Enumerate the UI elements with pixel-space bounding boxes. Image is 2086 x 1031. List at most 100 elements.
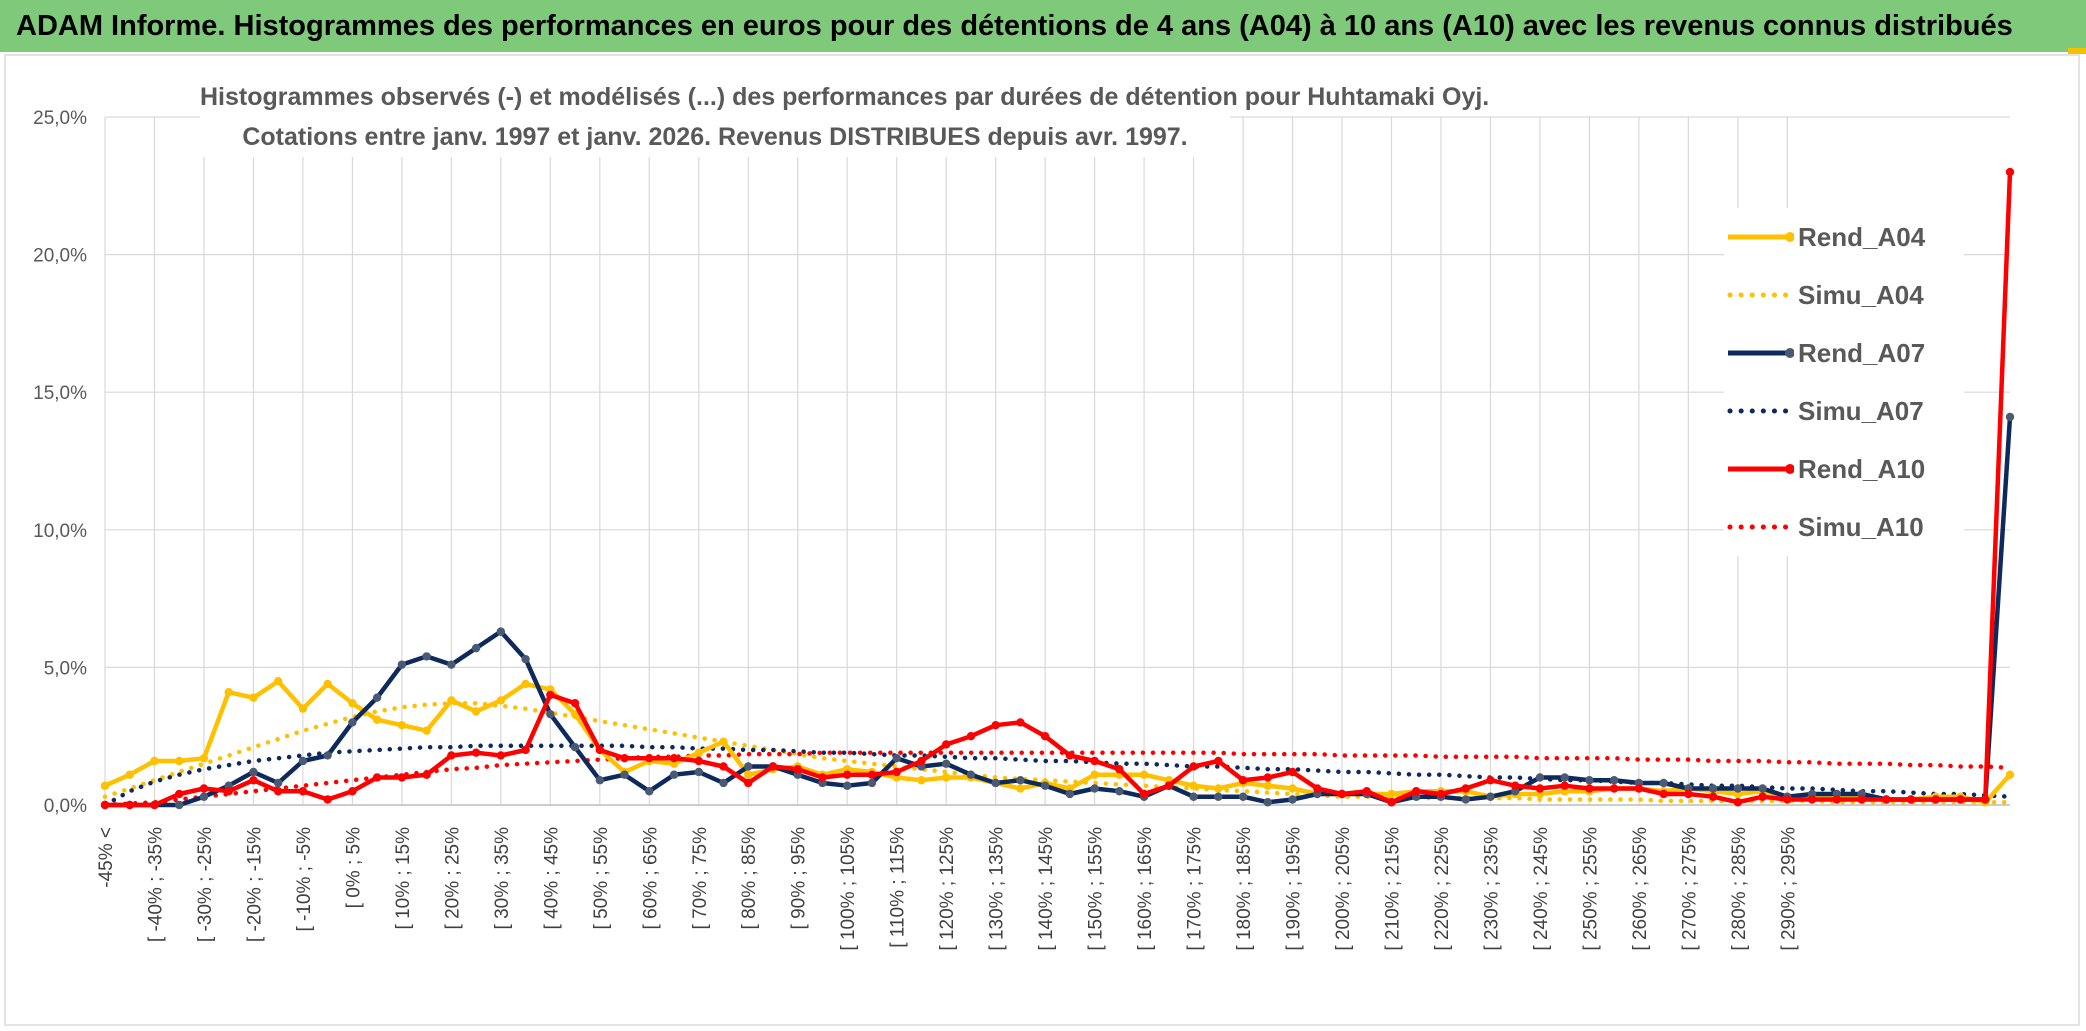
data-point-Rend_A07 [645,787,654,796]
data-point-Rend_A10 [645,754,654,763]
data-point-Rend_A07 [422,652,431,661]
data-point-Rend_A10 [1832,795,1842,804]
x-tick-label: [ 130% ; 135% [987,827,1008,951]
data-point-Rend_A10 [1065,751,1075,760]
data-point-Rend_A07 [719,778,728,788]
data-point-Rend_A10 [941,740,951,749]
x-tick-label: [ 80% ; 85% [739,827,760,930]
x-tick-label: [ 190% ; 195% [1284,827,1305,951]
data-point-Rend_A07 [1708,784,1718,793]
y-tick-label: 0,0% [44,796,87,817]
data-point-Rend_A10 [1189,762,1198,771]
legend-item-Simu_A07: Simu_A07 [1724,382,1964,440]
data-point-Rend_A07 [447,660,456,669]
report-title: ADAM Informe. Histogrammes des performan… [16,9,2013,42]
data-point-Rend_A10 [1486,776,1495,785]
data-point-Rend_A10 [1510,781,1520,790]
data-point-Rend_A10 [1783,795,1792,804]
data-point-Rend_A10 [1684,789,1693,799]
legend-label: Rend_A04 [1798,221,1926,252]
data-point-Rend_A07 [1486,792,1495,801]
x-tick-label: [ 120% ; 125% [937,827,958,951]
data-point-Rend_A04 [447,696,456,705]
data-point-Rend_A10 [1436,789,1446,799]
data-point-Rend_A07 [1263,798,1272,807]
data-point-Rend_A07 [1659,778,1668,788]
data-point-Rend_A07 [1238,792,1248,801]
data-point-Rend_A07 [941,759,951,768]
data-point-Rend_A07 [966,770,976,779]
y-tick-label: 10,0% [33,521,87,542]
data-point-Rend_A04 [1016,784,1025,793]
x-tick-label: [ 140% ; 145% [1036,827,1057,951]
data-point-Rend_A07 [1090,784,1099,793]
data-point-Rend_A07 [669,770,679,779]
x-tick-label: [ 20% ; 25% [442,827,463,930]
data-point-Rend_A04 [100,781,110,790]
x-tick-label: [ 100% ; 105% [838,827,859,951]
legend-label: Rend_A10 [1798,453,1926,484]
data-point-Rend_A04 [496,696,506,705]
data-point-Rend_A07 [1461,795,1470,804]
x-tick-label: [ 290% ; 295% [1778,827,1799,951]
data-point-Rend_A04 [471,707,481,716]
data-point-Rend_A10 [917,756,926,766]
data-point-Rend_A10 [1313,784,1322,793]
legend-label: Rend_A07 [1798,337,1926,368]
data-point-Rend_A10 [1758,792,1767,801]
data-point-Rend_A10 [595,745,605,755]
data-point-Rend_A10 [298,787,308,796]
data-point-Rend_A04 [2005,770,2015,779]
x-tick-label: [ 260% ; 265% [1630,827,1651,951]
legend-symbol [1727,524,1793,530]
data-point-Rend_A10 [1412,787,1421,796]
data-point-Rend_A10 [1164,781,1174,790]
x-tick-label: [ 180% ; 185% [1234,827,1255,951]
data-point-Rend_A10 [1263,773,1272,782]
chart-title-line1: Histogrammes observés (-) et modélisés (… [200,77,1489,117]
data-point-Rend_A07 [298,756,308,766]
data-point-Rend_A10 [273,787,283,796]
data-point-Rend_A07 [1733,784,1743,793]
data-point-Rend_A10 [1585,784,1594,793]
data-point-Rend_A10 [818,773,827,782]
data-point-Rend_A10 [744,778,753,788]
data-point-Rend_A10 [1956,795,1965,804]
data-point-Rend_A10 [1708,792,1718,801]
data-point-Rend_A10 [719,762,728,771]
legend-item-Rend_A04: Rend_A04 [1724,208,1964,266]
data-point-Rend_A04 [694,748,703,757]
data-point-Rend_A10 [1387,798,1396,807]
x-tick-label: [ 30% ; 35% [492,827,513,930]
y-tick-label: 20,0% [33,246,87,267]
legend-item-Rend_A07: Rend_A07 [1724,324,1964,382]
data-point-Rend_A07 [1040,781,1050,790]
data-point-Rend_A07 [1585,776,1594,785]
data-point-Rend_A07 [1016,776,1025,785]
data-point-Rend_A07 [1560,773,1569,782]
data-point-Rend_A04 [224,687,233,697]
legend-item-Rend_A10: Rend_A10 [1724,440,1964,498]
data-point-Rend_A04 [719,737,728,746]
data-point-Rend_A10 [694,756,703,766]
data-point-Rend_A10 [348,787,357,796]
data-point-Rend_A10 [1115,765,1124,774]
y-tick-label: 25,0% [33,108,87,129]
data-point-Rend_A10 [1882,795,1891,804]
data-point-Rend_A04 [422,726,431,735]
report-banner: ADAM Informe. Histogrammes des performan… [0,0,2086,52]
data-point-Rend_A10 [1807,795,1817,804]
x-tick-label: [ 230% ; 235% [1481,827,1502,951]
data-point-Rend_A04 [298,704,308,713]
data-point-Rend_A10 [175,789,184,799]
data-point-Rend_A07 [348,718,357,727]
data-point-Rend_A10 [1609,784,1619,793]
data-point-Rend_A10 [521,745,530,755]
data-point-Rend_A10 [867,770,877,779]
data-point-Rend_A07 [175,800,184,810]
data-point-Rend_A10 [471,748,481,757]
data-point-Rend_A07 [521,654,530,664]
data-point-Rend_A10 [991,720,1000,730]
data-point-Rend_A07 [372,693,382,702]
series-line-Simu_A04 [102,700,2013,805]
